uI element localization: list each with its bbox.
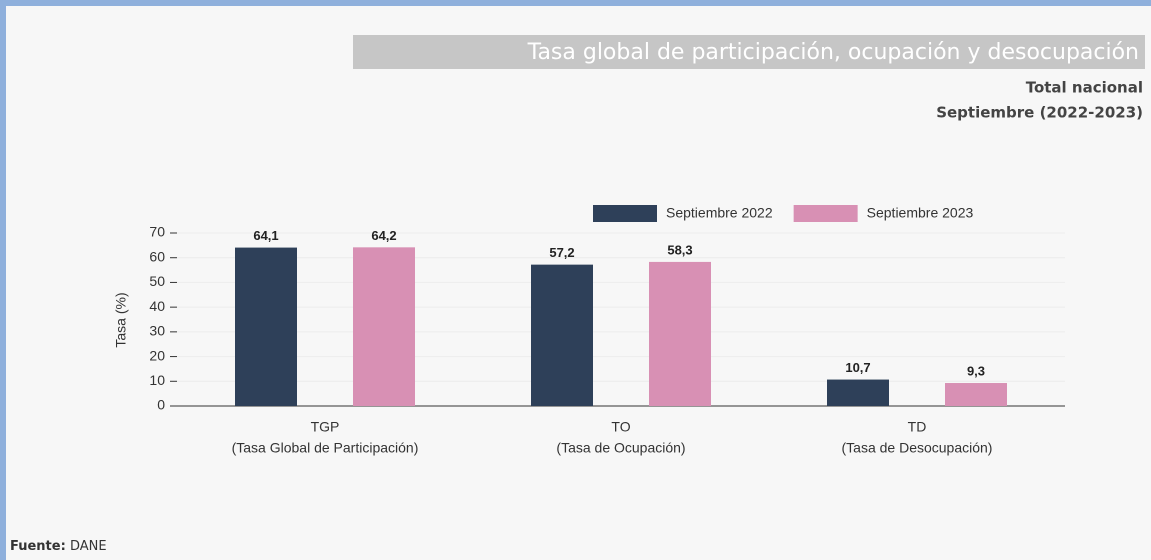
bar — [827, 379, 889, 406]
subtitle: Septiembre (2022-2023) — [936, 104, 1143, 122]
data-label: 64,2 — [371, 228, 396, 243]
data-label: 57,2 — [549, 245, 574, 260]
chart-title: Tasa global de participación, ocupación … — [527, 40, 1139, 65]
footer: Fuente: DANE — [10, 539, 107, 554]
legend-swatch — [593, 205, 657, 222]
x-tick-label: (Tasa Global de Participación) — [232, 440, 419, 456]
y-tick-label: 50 — [149, 273, 165, 289]
title-box — [353, 35, 1145, 69]
y-tick-label: 60 — [149, 248, 165, 264]
x-tick-label: TO — [611, 419, 630, 435]
y-tick-label: 0 — [157, 397, 165, 413]
data-label: 10,7 — [845, 360, 870, 375]
x-tick-label: (Tasa de Desocupación) — [842, 440, 993, 456]
data-label: 58,3 — [667, 242, 692, 257]
subtitle: Total nacional — [1026, 79, 1143, 97]
footer-label: Fuente: — [10, 539, 66, 554]
y-tick-label: 10 — [149, 372, 165, 388]
bar — [649, 261, 711, 406]
data-label: 9,3 — [967, 363, 985, 378]
x-tick-label: TGP — [311, 419, 340, 435]
x-tick-label: (Tasa de Ocupación) — [556, 440, 685, 456]
bar — [353, 247, 415, 406]
y-tick-label: 30 — [149, 323, 165, 339]
bar — [945, 383, 1007, 406]
y-tick-label: 40 — [149, 298, 165, 314]
legend-label: Septiembre 2022 — [666, 205, 773, 221]
y-axis-label: Tasa (%) — [113, 292, 129, 347]
bar — [531, 264, 593, 406]
x-tick-label: TD — [908, 419, 927, 435]
legend-label: Septiembre 2023 — [867, 205, 974, 221]
data-label: 64,1 — [253, 228, 278, 243]
y-tick-label: 70 — [149, 224, 165, 240]
legend-swatch — [793, 205, 858, 222]
footer-text: DANE — [70, 539, 107, 554]
bar — [235, 247, 297, 406]
y-tick-label: 20 — [149, 347, 165, 363]
